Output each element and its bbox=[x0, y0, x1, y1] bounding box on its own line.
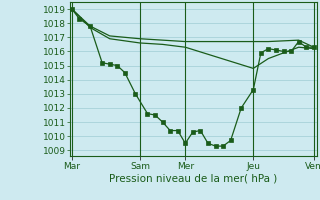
X-axis label: Pression niveau de la mer( hPa ): Pression niveau de la mer( hPa ) bbox=[109, 173, 278, 183]
